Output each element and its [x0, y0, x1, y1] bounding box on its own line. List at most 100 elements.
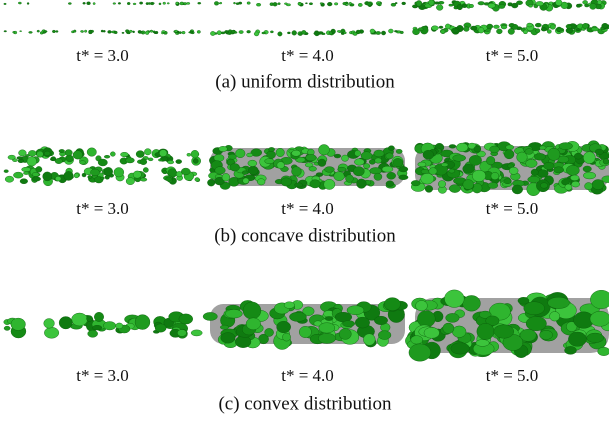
- vortex-blob: [268, 147, 274, 151]
- vortex-blob: [488, 182, 498, 188]
- vortex-blob: [590, 3, 597, 9]
- vortex-blob: [292, 150, 301, 156]
- vortex-blob: [592, 179, 604, 189]
- vortex-blob: [148, 2, 151, 4]
- vortex-blob: [570, 175, 579, 181]
- vortex-blob: [396, 149, 402, 153]
- vortex-blob: [358, 3, 362, 6]
- vortex-blob: [11, 318, 26, 330]
- vortex-blob: [44, 151, 50, 156]
- vortex-blob: [476, 340, 489, 347]
- vortex-blob: [431, 26, 438, 31]
- vortex-blob: [554, 167, 564, 173]
- vortex-blob: [225, 309, 242, 318]
- vortex-blob: [13, 172, 23, 178]
- vortex-blob: [493, 25, 499, 29]
- vortex-blob: [133, 31, 135, 33]
- vortex-blob: [162, 30, 166, 32]
- vortex-blob: [409, 344, 431, 361]
- vortex-blob: [576, 29, 580, 31]
- vortex-blob: [217, 31, 222, 35]
- vortex-blob: [138, 30, 142, 33]
- caption: (b) concave distribution: [214, 225, 396, 246]
- vortex-blob: [83, 2, 86, 4]
- vortex-blob: [197, 30, 200, 33]
- vortex-blob: [521, 28, 525, 30]
- vortex-blob: [277, 162, 285, 169]
- vortex-blob: [388, 29, 393, 33]
- vortex-blob: [582, 23, 588, 29]
- vortex-blob: [4, 170, 8, 173]
- vortex-blob: [87, 2, 91, 5]
- vortex-blob: [374, 150, 384, 157]
- time-label: t* = 4.0: [281, 366, 334, 385]
- vortex-blob: [463, 180, 474, 190]
- vortex-blob: [429, 168, 437, 175]
- vortex-blob: [346, 175, 354, 183]
- vortex-blob: [139, 2, 142, 4]
- vortex-blob: [18, 150, 26, 156]
- vortex-blob: [176, 2, 179, 5]
- vortex-blob: [36, 166, 42, 172]
- vortex-blob: [66, 155, 74, 162]
- vortex-blob: [438, 181, 446, 188]
- vortex-blob: [73, 151, 83, 160]
- vortex-blob: [203, 312, 217, 320]
- vortex-blob: [4, 326, 10, 330]
- vortex-blob: [477, 323, 494, 339]
- vortex-blob: [73, 30, 76, 33]
- vortex-blob: [277, 321, 291, 333]
- vortex-blob: [583, 0, 588, 4]
- vortex-blob: [587, 333, 604, 343]
- vortex-blob: [276, 148, 284, 156]
- vortex-blob: [27, 157, 37, 167]
- vortex-blob: [435, 2, 440, 5]
- vortex-blob: [248, 160, 257, 166]
- vortex-blob: [284, 3, 287, 5]
- vortex-blob: [88, 175, 92, 178]
- vortex-blob: [143, 167, 148, 172]
- vortex-blob: [278, 3, 281, 5]
- simulation-image: [210, 1, 405, 36]
- vortex-blob: [550, 24, 555, 29]
- vortex-blob: [210, 31, 215, 35]
- vortex-blob: [381, 31, 385, 35]
- vortex-blob: [221, 332, 235, 343]
- vortex-blob: [80, 30, 83, 32]
- vortex-blob: [449, 4, 453, 6]
- vortex-blob: [557, 28, 564, 31]
- vortex-blob: [343, 32, 346, 34]
- vortex-blob: [23, 172, 29, 175]
- vortex-blob: [361, 152, 372, 160]
- vortex-blob: [87, 316, 93, 322]
- vortex-blob: [559, 143, 573, 150]
- vortex-blob: [568, 332, 586, 346]
- vortex-blob: [20, 179, 28, 184]
- vortex-blob: [29, 31, 33, 33]
- vortex-blob: [64, 171, 74, 180]
- vortex-blob: [155, 324, 166, 332]
- vortex-blob: [243, 302, 261, 319]
- vortex-blob: [342, 321, 354, 327]
- vortex-blob: [4, 31, 7, 32]
- vortex-blob: [529, 4, 533, 7]
- vortex-blob: [214, 154, 224, 161]
- vortex-blob: [247, 30, 251, 33]
- vortex-blob: [289, 312, 306, 321]
- vortex-blob: [305, 3, 307, 4]
- time-label: t* = 3.0: [76, 46, 129, 65]
- vortex-blob: [55, 158, 63, 163]
- vortex-blob: [44, 319, 55, 329]
- simulation-image: [412, 0, 609, 35]
- vortex-blob: [257, 179, 265, 185]
- simulation-image: [405, 290, 609, 361]
- vortex-blob: [346, 4, 349, 6]
- vortex-blob: [110, 152, 115, 157]
- vortex-blob: [391, 3, 396, 6]
- vortex-blob: [320, 3, 323, 4]
- vortex-blob: [411, 180, 420, 186]
- vortex-blob: [179, 32, 182, 34]
- vortex-blob: [20, 31, 22, 32]
- vortex-blob: [273, 2, 278, 6]
- vortex-blob: [378, 331, 391, 340]
